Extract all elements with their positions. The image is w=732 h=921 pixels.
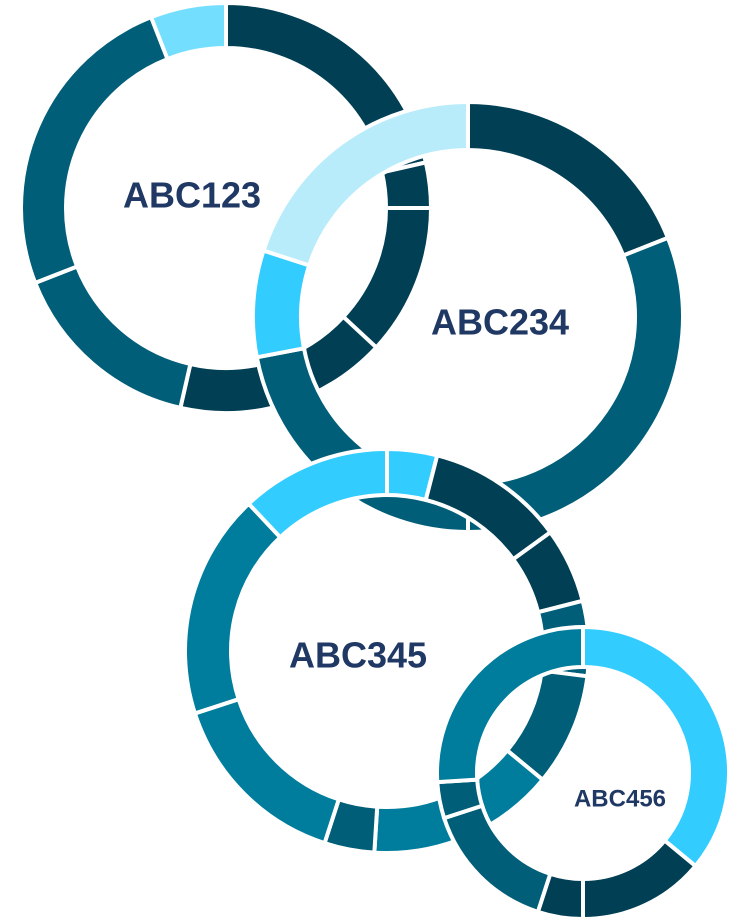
ring-abc234-slice-5 bbox=[261, 99, 470, 268]
ring-abc123-slice-7 bbox=[148, 0, 228, 62]
ring-label-abc345: ABC345 bbox=[289, 635, 427, 676]
ring-abc456-slice-2 bbox=[581, 837, 699, 921]
ring-label-abc234: ABC234 bbox=[431, 302, 569, 343]
ring-abc345-slice-10 bbox=[245, 446, 389, 541]
ring-abc234: ABC234 bbox=[251, 99, 685, 535]
ring-label-abc456: ABC456 bbox=[574, 785, 666, 812]
ring-abc234-slice-4 bbox=[251, 248, 312, 360]
ring-abc345-slice-8 bbox=[192, 696, 342, 846]
ring-abc234-slice-1 bbox=[466, 99, 671, 259]
ring-abc123-slice-6 bbox=[19, 14, 171, 286]
ring-abc456-slice-1 bbox=[581, 624, 731, 869]
ring-label-abc123: ABC123 bbox=[123, 175, 261, 216]
ring-abc123-slice-5 bbox=[32, 263, 193, 411]
ring-abc345-slice-9 bbox=[183, 500, 284, 716]
ring-abc456: ABC456 bbox=[435, 624, 731, 921]
ring-abc123: ABC123 bbox=[19, 0, 434, 415]
ring-abc456-slice-6 bbox=[435, 624, 585, 785]
